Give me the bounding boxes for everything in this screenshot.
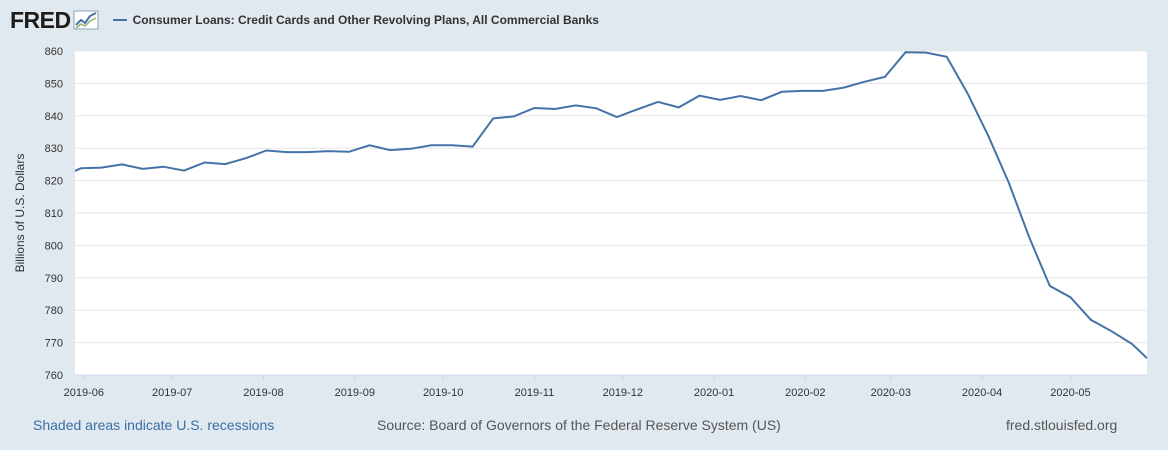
y-tick-label: 760 — [45, 370, 63, 382]
data-point — [409, 147, 413, 151]
data-point — [1110, 329, 1114, 333]
data-point — [1145, 356, 1149, 360]
x-tick-label: 2020-05 — [1050, 387, 1090, 399]
data-point — [594, 106, 598, 110]
data-point — [636, 107, 640, 111]
data-point — [904, 50, 908, 54]
data-point — [986, 133, 990, 137]
y-tick-label: 810 — [45, 208, 63, 220]
data-point — [553, 107, 557, 111]
data-point — [512, 114, 516, 118]
data-point — [1048, 284, 1052, 288]
x-tick-label: 2020-02 — [785, 387, 825, 399]
data-point — [450, 143, 454, 147]
data-point — [780, 90, 784, 94]
data-point — [924, 51, 928, 55]
data-point — [574, 103, 578, 107]
x-tick-label: 2019-09 — [335, 387, 375, 399]
data-point — [945, 55, 949, 59]
data-point — [656, 100, 660, 104]
x-tick-label: 2019-11 — [515, 387, 555, 399]
data-point — [471, 145, 475, 149]
y-tick-label: 770 — [45, 338, 63, 350]
x-tick-label: 2019-07 — [152, 387, 192, 399]
data-point — [862, 80, 866, 84]
recession-note-link[interactable]: Shaded areas indicate U.S. recessions — [33, 417, 275, 433]
x-tick-label: 2019-06 — [64, 387, 104, 399]
source-text: Source: Board of Governors of the Federa… — [377, 417, 781, 433]
data-point — [759, 98, 763, 102]
data-point — [161, 165, 165, 169]
y-tick-label: 820 — [45, 176, 63, 188]
data-point — [244, 156, 248, 160]
y-tick-label: 800 — [45, 240, 63, 252]
data-point — [1027, 235, 1031, 239]
data-point — [141, 167, 145, 171]
data-point — [120, 162, 124, 166]
site-link[interactable]: fred.stlouisfed.org — [1006, 417, 1118, 433]
data-point — [306, 150, 310, 154]
x-tick-label: 2019-08 — [243, 387, 283, 399]
data-point — [677, 105, 681, 109]
x-tick-label: 2020-04 — [962, 387, 1002, 399]
data-point — [800, 89, 804, 93]
data-point — [429, 143, 433, 147]
y-tick-label: 790 — [45, 273, 63, 285]
data-point — [532, 106, 536, 110]
series-line — [74, 51, 1148, 359]
legend-series-title: Consumer Loans: Credit Cards and Other R… — [132, 13, 599, 27]
fred-chart-icon — [73, 10, 99, 30]
x-tick-label: 2020-01 — [694, 387, 734, 399]
y-tick-label: 860 — [45, 46, 63, 58]
data-point — [264, 149, 268, 153]
data-point — [1089, 318, 1093, 322]
y-axis-label: Billions of U.S. Dollars — [13, 154, 27, 273]
y-axis-ticks: 760 770 780 790 800 810 820 830 840 850 860 — [45, 46, 63, 382]
data-point — [347, 150, 351, 154]
data-point — [1068, 295, 1072, 299]
x-tick-label: 2019-12 — [603, 387, 643, 399]
x-tick-label: 2019-10 — [423, 387, 463, 399]
y-tick-label: 830 — [45, 143, 63, 155]
data-point — [182, 169, 186, 173]
y-tick-label: 840 — [45, 111, 63, 123]
fred-logo[interactable]: FRED — [10, 6, 71, 33]
data-point — [739, 94, 743, 98]
chart-header: FRED Consumer Loans: Credit Cards and Ot… — [10, 6, 599, 34]
data-point — [491, 116, 495, 120]
legend-swatch — [112, 19, 127, 21]
data-point — [223, 162, 227, 166]
data-point — [326, 149, 330, 153]
data-point — [1007, 180, 1011, 184]
data-point — [965, 91, 969, 95]
x-tick-label: 2020-03 — [871, 387, 911, 399]
data-point — [821, 89, 825, 93]
y-tick-label: 780 — [45, 305, 63, 317]
data-point — [368, 143, 372, 147]
data-point — [842, 86, 846, 90]
data-point — [79, 166, 83, 170]
data-point — [73, 169, 77, 173]
data-point — [388, 148, 392, 152]
y-tick-label: 850 — [45, 78, 63, 90]
data-point — [1130, 342, 1134, 346]
data-point — [285, 150, 289, 154]
data-point — [718, 98, 722, 102]
data-point — [615, 115, 619, 119]
x-axis-ticks: 2019-06 2019-07 2019-08 2019-09 2019-10 2019-… — [64, 375, 1091, 399]
data-point — [883, 75, 887, 79]
data-point — [697, 94, 701, 98]
data-point — [100, 166, 104, 170]
data-point — [203, 161, 207, 165]
